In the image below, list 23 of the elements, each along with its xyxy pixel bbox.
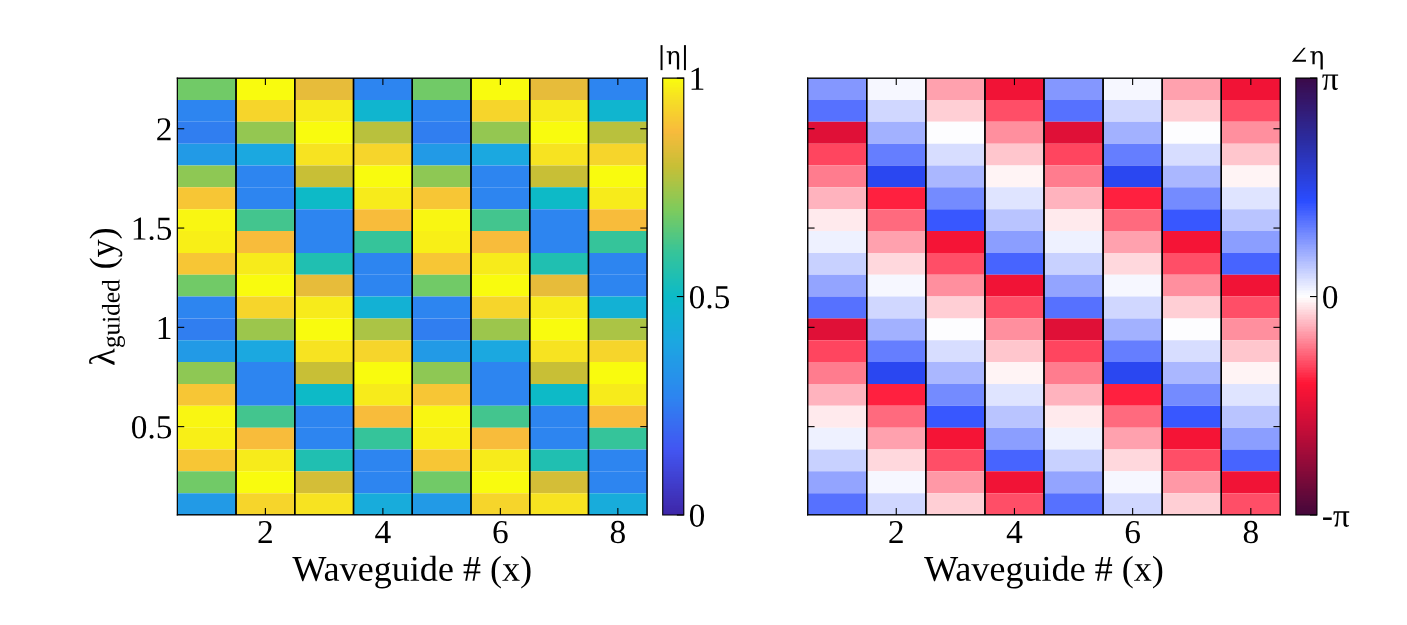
x-tick-label: 4 <box>375 521 391 543</box>
x-tick-label: 6 <box>1125 520 1140 544</box>
color-bar-label: 0 <box>1323 285 1338 309</box>
x-axis-title: Waveguide # (x) <box>292 555 531 589</box>
x-axis-title: Waveguide # (x) <box>924 555 1163 589</box>
color-bar-label: π <box>1322 74 1339 91</box>
y-axis-title: λ$_{guided}$ (y) <box>89 228 125 365</box>
y-tick-label: 1 <box>158 316 171 339</box>
color-bar-label: 0 <box>689 504 705 527</box>
color-bar-title: ∠η <box>1291 47 1323 70</box>
x-tick-label: 8 <box>610 520 625 544</box>
color-bar-label: 1 <box>691 67 704 90</box>
y-tick-label: 1.5 <box>133 217 172 241</box>
color-bar-label: 0.5 <box>689 285 730 309</box>
x-tick-label: 8 <box>1243 520 1258 544</box>
y-tick-label: 0.5 <box>132 416 172 439</box>
y-tick-label: 2 <box>157 118 171 141</box>
x-tick-label: 2 <box>258 520 272 543</box>
color-bar-title: |η| <box>660 45 686 71</box>
x-tick-label: 6 <box>493 520 508 544</box>
x-tick-label: 4 <box>1006 521 1023 543</box>
x-tick-label: 2 <box>889 520 903 543</box>
color-bar-label: -π <box>1323 511 1350 527</box>
